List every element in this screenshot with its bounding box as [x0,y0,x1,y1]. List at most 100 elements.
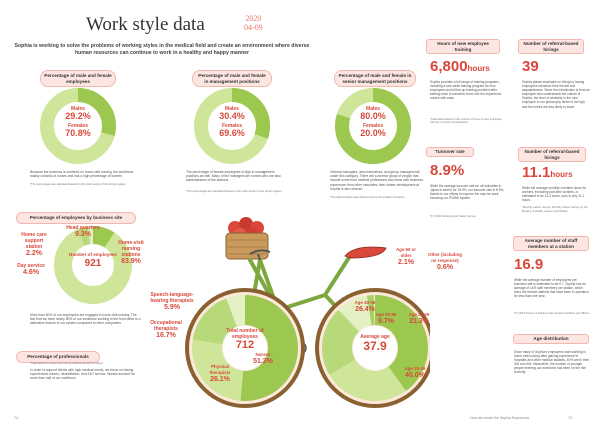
nurses-value: 51.3% [253,358,273,365]
males-value: 30.4% [219,111,245,121]
total-employees-value: 712 [235,339,255,351]
overtime-title: Number of referral-based hirings [518,147,586,162]
age-segment-5 [322,295,428,401]
occupational-therapists-callout: Occupational therapists 16.7% [146,320,186,339]
apples-basket-icon [225,217,269,260]
age-60-value: 2.1% [398,259,414,266]
staff-station-title: Average number of staff members at a sta… [513,236,589,251]
occupational-therapists-value: 16.7% [156,332,176,339]
overtime-unit: hours [550,170,573,179]
day-service-label: Day service [17,263,45,269]
senior-gender-title: Percentage of male and female in senior … [334,70,416,87]
business-site-donut [54,226,132,304]
average-age-value: 37.9 [363,339,387,353]
professionals-source: *Calculated for nurses and nursing stati… [30,362,103,365]
speech-therapists-callout: Speech-language-hearing therapists 5.9% [146,292,198,311]
referral-title: Number of referral-based hirings [518,39,584,54]
seat-icon [344,246,387,259]
nursing-stations-value: 83.9% [121,258,141,265]
training-note: Sophia provides a full range of training… [430,80,502,101]
physical-therapists-label: Physical therapists [209,364,231,375]
speech-therapists-value: 5.9% [164,304,180,311]
age-40-49-callout: Age 40-49 26.4% [350,300,380,313]
day-service-callout: Day service 4.6% [16,263,46,276]
occupational-therapists-label: Occupational therapists [150,320,182,332]
bicycle-illustration [185,217,430,408]
business-site-center: Number of employees 921 [66,252,120,269]
headquarters-label: Head quarters [66,225,100,231]
age-center: Average age 37.9 [356,334,394,352]
staff-station-value: 16.9 [514,256,544,273]
females-value: 20.0% [360,128,386,138]
overtime-value-row: 11.1hours [522,164,573,181]
management-gender-source: *The percentages are calculated based on… [186,190,283,193]
professionals-segment-1 [192,295,298,401]
referral-value: 39 [522,58,539,75]
business-site-note: More than 80% of our employees are engag… [30,313,141,326]
females-value: 69.6% [219,128,245,138]
age-distribution-title: Age distribution [513,334,589,344]
males-label: Males [366,106,380,112]
age-distribution-note: Since many of Sophia's employees start w… [514,350,590,375]
overtime-value: 11.1 [522,164,551,181]
referral-note: Sophia places emphasis on hiring by havi… [522,80,590,109]
training-value: 6,800 [430,58,468,75]
physical-therapists-value: 26.1% [210,376,230,383]
total-employees-label: Total number of employees [226,328,264,340]
age-other-label: Other (including no response) [428,252,462,263]
page-title: Work style data [86,14,205,35]
age-30-39-value: 40.0% [405,372,425,379]
females-label: Females [67,123,88,129]
prof-center: Total number of employees 712 [221,328,269,351]
age-20-29-label: Age 20-29 [408,312,430,317]
turnover-title: Turnover rate [426,147,474,157]
management-gender-title: Percentage of male and female in managem… [192,70,272,87]
business-site-segment-3 [54,226,132,304]
date-monthday: 04-09 [244,23,263,32]
age-50-59-callout: Age 50-59 9.7% [370,312,402,325]
age-20-29-callout: Age 20-29 21.3% [404,312,434,325]
males-label: Males [225,106,239,112]
right-footer-label: How we create the Sophia Experience [470,416,530,420]
headquarters-value: 9.3% [75,231,91,238]
left-page-number: 74 [14,416,18,420]
employees-count-label: Number of employees [69,252,117,257]
age-other-value: 0.6% [437,264,453,271]
age-segment-2 [322,295,428,401]
business-site-title: Percentage of employees by business site [16,212,136,224]
age-30-39-callout: Age 30-39 40.0% [400,366,430,379]
employees-gender-note: Because the business is centered on home… [30,170,134,179]
age-30-39-label: Age 30-39 [404,366,426,371]
age-50-59-value: 9.7% [378,318,394,325]
males-value: 80.0% [360,111,386,121]
staff-station-source: *FY 2019 Survey of Nursing Care Service … [514,312,590,315]
physical-therapists-callout: Physical therapists 26.1% [203,364,237,383]
nurses-callout: Nurses 51.3% [252,352,274,365]
nursing-stations-label: Home-visit nursing stations [118,240,144,258]
right-page-number: 75 [568,416,572,420]
management-gender-note: The percentage of female employees is hi… [186,170,281,183]
speech-therapists-label: Speech-language-hearing therapists [150,292,194,304]
age-20-29-value: 21.3% [409,318,429,325]
nurses-label: Nurses [255,352,271,357]
females-label: Females [362,123,383,129]
senior-gender-note: General managers, area executives, and g… [330,170,424,191]
intro-text: Sophia is working to solve the problems … [14,43,310,56]
senior-gender-donut [335,88,411,164]
employees-gender-donut [40,88,116,164]
age-other-callout: Other (including no response) 0.6% [426,252,464,271]
professionals-title: Percentage of professionals [16,351,100,363]
business-site-segment-1 [54,226,132,304]
age-50-59-label: Age 50-59 [375,312,397,317]
training-unit: hours [467,64,490,73]
turnover-note: While the average turnover rate for all … [430,184,505,201]
employees-count-value: 921 [84,258,102,269]
training-title: Hours of new employee training [426,39,500,54]
staff-station-note: While the average number of employees pe… [514,278,589,299]
day-service-value: 4.6% [23,269,39,276]
date-year: 2020 [245,14,262,23]
males-value: 29.2% [65,111,91,121]
date-stamp: 2020 04-09 [244,14,263,32]
age-40-49-value: 26.4% [355,306,375,313]
age-40-49-label: Age 40-49 [354,300,376,305]
